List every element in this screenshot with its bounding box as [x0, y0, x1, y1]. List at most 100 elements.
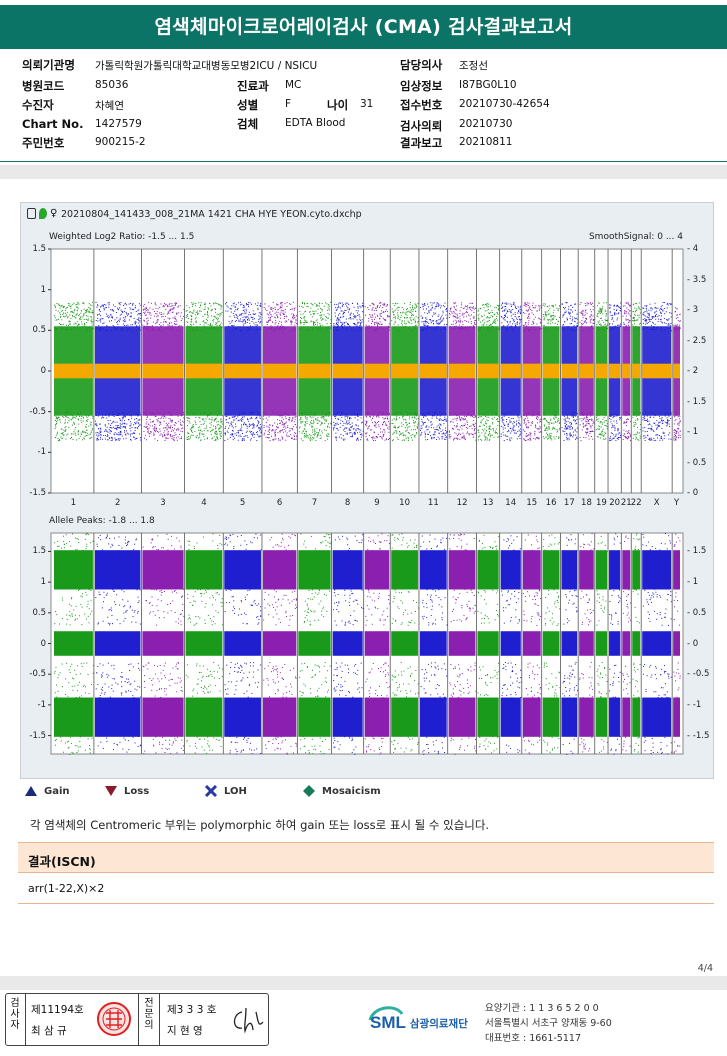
log2-point [145, 308, 147, 310]
log2-point [105, 414, 107, 416]
allele-point [81, 623, 83, 625]
log2-point [336, 326, 338, 328]
log2-point [233, 419, 235, 421]
log2-point [216, 437, 218, 439]
log2-point [446, 436, 448, 438]
allele-point [105, 537, 107, 539]
log2-point [167, 324, 169, 326]
log2-point [282, 325, 284, 327]
log2-point [95, 424, 97, 426]
log2-point [203, 303, 205, 305]
allele-point [130, 663, 132, 665]
log2-point [219, 412, 221, 414]
log2-point [333, 323, 335, 325]
allele-point [73, 609, 75, 611]
log2-point [106, 325, 108, 327]
allele-point [373, 738, 375, 740]
log2-point [167, 424, 169, 426]
log2-point [433, 427, 435, 429]
allele-point [395, 620, 397, 622]
log2-point [407, 320, 409, 322]
allele-point [161, 547, 163, 549]
allele-point [329, 546, 331, 548]
log2-point [83, 303, 85, 305]
log2-point [204, 438, 206, 440]
allele-point [209, 749, 211, 751]
allele-point [327, 691, 329, 693]
log2-point [109, 427, 111, 429]
log2-point [248, 311, 250, 313]
log2-point [56, 417, 58, 419]
log2-point [280, 303, 282, 305]
allele-point [278, 545, 280, 547]
log2-point [198, 313, 200, 315]
allele-point [382, 671, 384, 673]
log2-point [169, 427, 171, 429]
allele-point [71, 663, 73, 665]
log2-point [414, 414, 416, 416]
log2-point [280, 415, 282, 417]
log2-point [284, 321, 286, 323]
log2-point [300, 313, 302, 315]
allele-point [321, 542, 323, 544]
allele-point [164, 690, 166, 692]
log2-point [310, 417, 312, 419]
allele-point [247, 696, 249, 698]
allele-point [101, 675, 103, 677]
log2-point [162, 435, 164, 437]
log2-point [306, 436, 308, 438]
log2-point [402, 432, 404, 434]
log2-point [315, 320, 317, 322]
log2-point [55, 418, 57, 420]
log2-point [163, 427, 165, 429]
log2-point [232, 433, 234, 435]
log2-point [406, 429, 408, 431]
allele-point [64, 742, 66, 744]
log2-point [382, 413, 384, 415]
log2-point [170, 413, 172, 415]
log2-point [391, 419, 393, 421]
log2-point [119, 430, 121, 432]
allele-point [65, 534, 67, 536]
log2-point [119, 317, 121, 319]
log2-point [272, 429, 274, 431]
allele-point [374, 600, 376, 602]
log2-point [96, 434, 98, 436]
log2-point [279, 422, 281, 424]
allele-point [323, 665, 325, 667]
log2-point [114, 306, 116, 308]
log2-point [70, 419, 72, 421]
allele-point [124, 681, 126, 683]
allele-point [221, 668, 223, 670]
log2-point [401, 422, 403, 424]
log2-point [73, 433, 75, 435]
log2-point [55, 319, 57, 321]
allele-point [264, 607, 266, 609]
log2-point [394, 328, 396, 330]
allele-point [233, 547, 235, 549]
log2-point [176, 313, 178, 315]
log2-point [248, 328, 250, 330]
log2-point [350, 328, 352, 330]
allele-point [307, 612, 309, 614]
smooth-signal-band [94, 363, 141, 379]
log2-point [241, 426, 243, 428]
log2-point [86, 435, 88, 437]
log2-point [176, 320, 178, 322]
allele-point [242, 738, 244, 740]
log2-point [302, 431, 304, 433]
allele-point [219, 543, 221, 545]
log2-point [107, 435, 109, 437]
log2-point [396, 418, 398, 420]
allele-point [156, 589, 158, 591]
allele-point [120, 676, 122, 678]
log2-point [80, 433, 82, 435]
log2-point [233, 324, 235, 326]
log2-point [422, 306, 424, 308]
allele-point [312, 598, 314, 600]
allele-point [230, 589, 232, 591]
log2-point [243, 327, 245, 329]
allele-point [180, 624, 182, 626]
allele-point [74, 669, 76, 671]
log2-point [158, 431, 160, 433]
